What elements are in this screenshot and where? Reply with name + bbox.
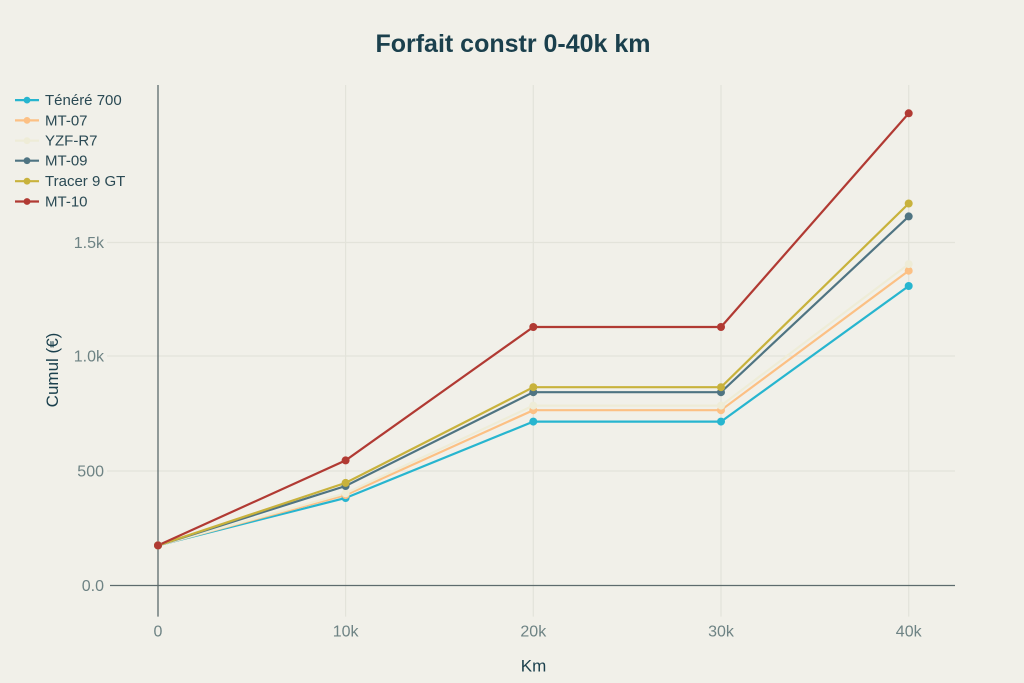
svg-text:Tracer 9 GT: Tracer 9 GT [45, 173, 125, 190]
svg-text:500: 500 [77, 464, 104, 481]
svg-text:10k: 10k [333, 624, 360, 641]
svg-text:MT-07: MT-07 [45, 112, 88, 129]
svg-text:Km: Km [521, 657, 547, 676]
svg-text:0: 0 [154, 624, 163, 641]
svg-text:40k: 40k [896, 624, 923, 641]
svg-text:MT-09: MT-09 [45, 153, 88, 170]
svg-text:30k: 30k [708, 624, 735, 641]
svg-text:20k: 20k [520, 624, 547, 641]
svg-text:YZF-R7: YZF-R7 [45, 133, 98, 150]
svg-text:Forfait constr 0-40k km: Forfait constr 0-40k km [375, 30, 650, 58]
svg-text:1.0k: 1.0k [74, 349, 105, 366]
svg-text:Cumul (€): Cumul (€) [43, 333, 62, 408]
svg-text:Ténéré 700: Ténéré 700 [45, 92, 122, 109]
svg-text:1.5k: 1.5k [74, 235, 105, 252]
svg-text:MT-10: MT-10 [45, 194, 88, 211]
svg-text:0.0: 0.0 [82, 578, 104, 595]
